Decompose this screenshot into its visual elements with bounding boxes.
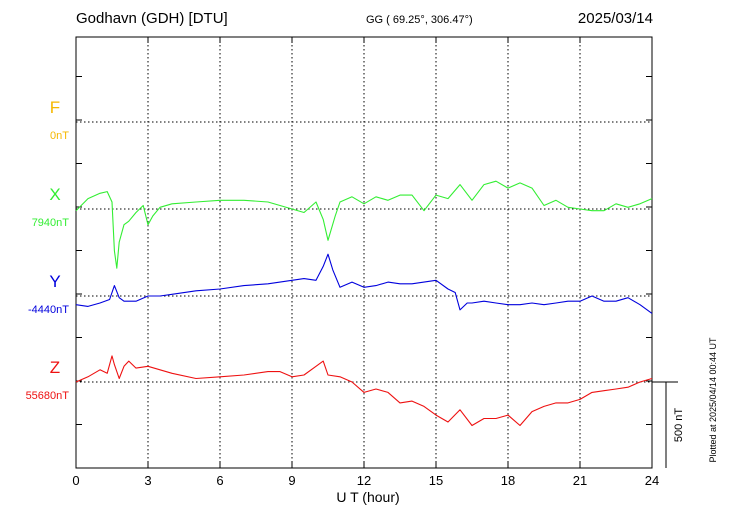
component-baseline-f: 0nT: [50, 130, 69, 142]
component-label-f: F: [50, 98, 60, 117]
x-tick-label: 21: [573, 473, 587, 488]
plot-timestamp-note: Plotted at 2025/04/14 00:44 UT: [708, 337, 718, 463]
scale-bar-label: 500 nT: [673, 408, 685, 443]
component-baseline-x: 7940nT: [32, 217, 70, 229]
component-label-x: X: [49, 185, 60, 204]
x-tick-label: 24: [645, 473, 659, 488]
chart-date: 2025/03/14: [577, 10, 653, 27]
component-baseline-y: -4440nT: [28, 304, 69, 316]
series-line-y: [75, 253, 653, 314]
x-tick-label: 15: [429, 473, 443, 488]
component-label-z: Z: [50, 358, 60, 377]
x-axis-label: U T (hour): [336, 489, 399, 505]
x-tick-label: 3: [144, 473, 151, 488]
component-label-y: Y: [49, 272, 60, 291]
x-tick-label: 12: [357, 473, 371, 488]
x-tick-label: 0: [72, 473, 79, 488]
series-line-z: [75, 355, 653, 427]
x-tick-label: 9: [288, 473, 295, 488]
x-tick-label: 6: [216, 473, 223, 488]
series-line-x: [75, 180, 653, 269]
station-title: Godhavn (GDH) [DTU]: [76, 10, 228, 27]
station-coordinates: GG ( 69.25°, 306.47°): [366, 14, 473, 26]
x-tick-label: 18: [501, 473, 515, 488]
component-baseline-z: 55680nT: [26, 390, 70, 402]
